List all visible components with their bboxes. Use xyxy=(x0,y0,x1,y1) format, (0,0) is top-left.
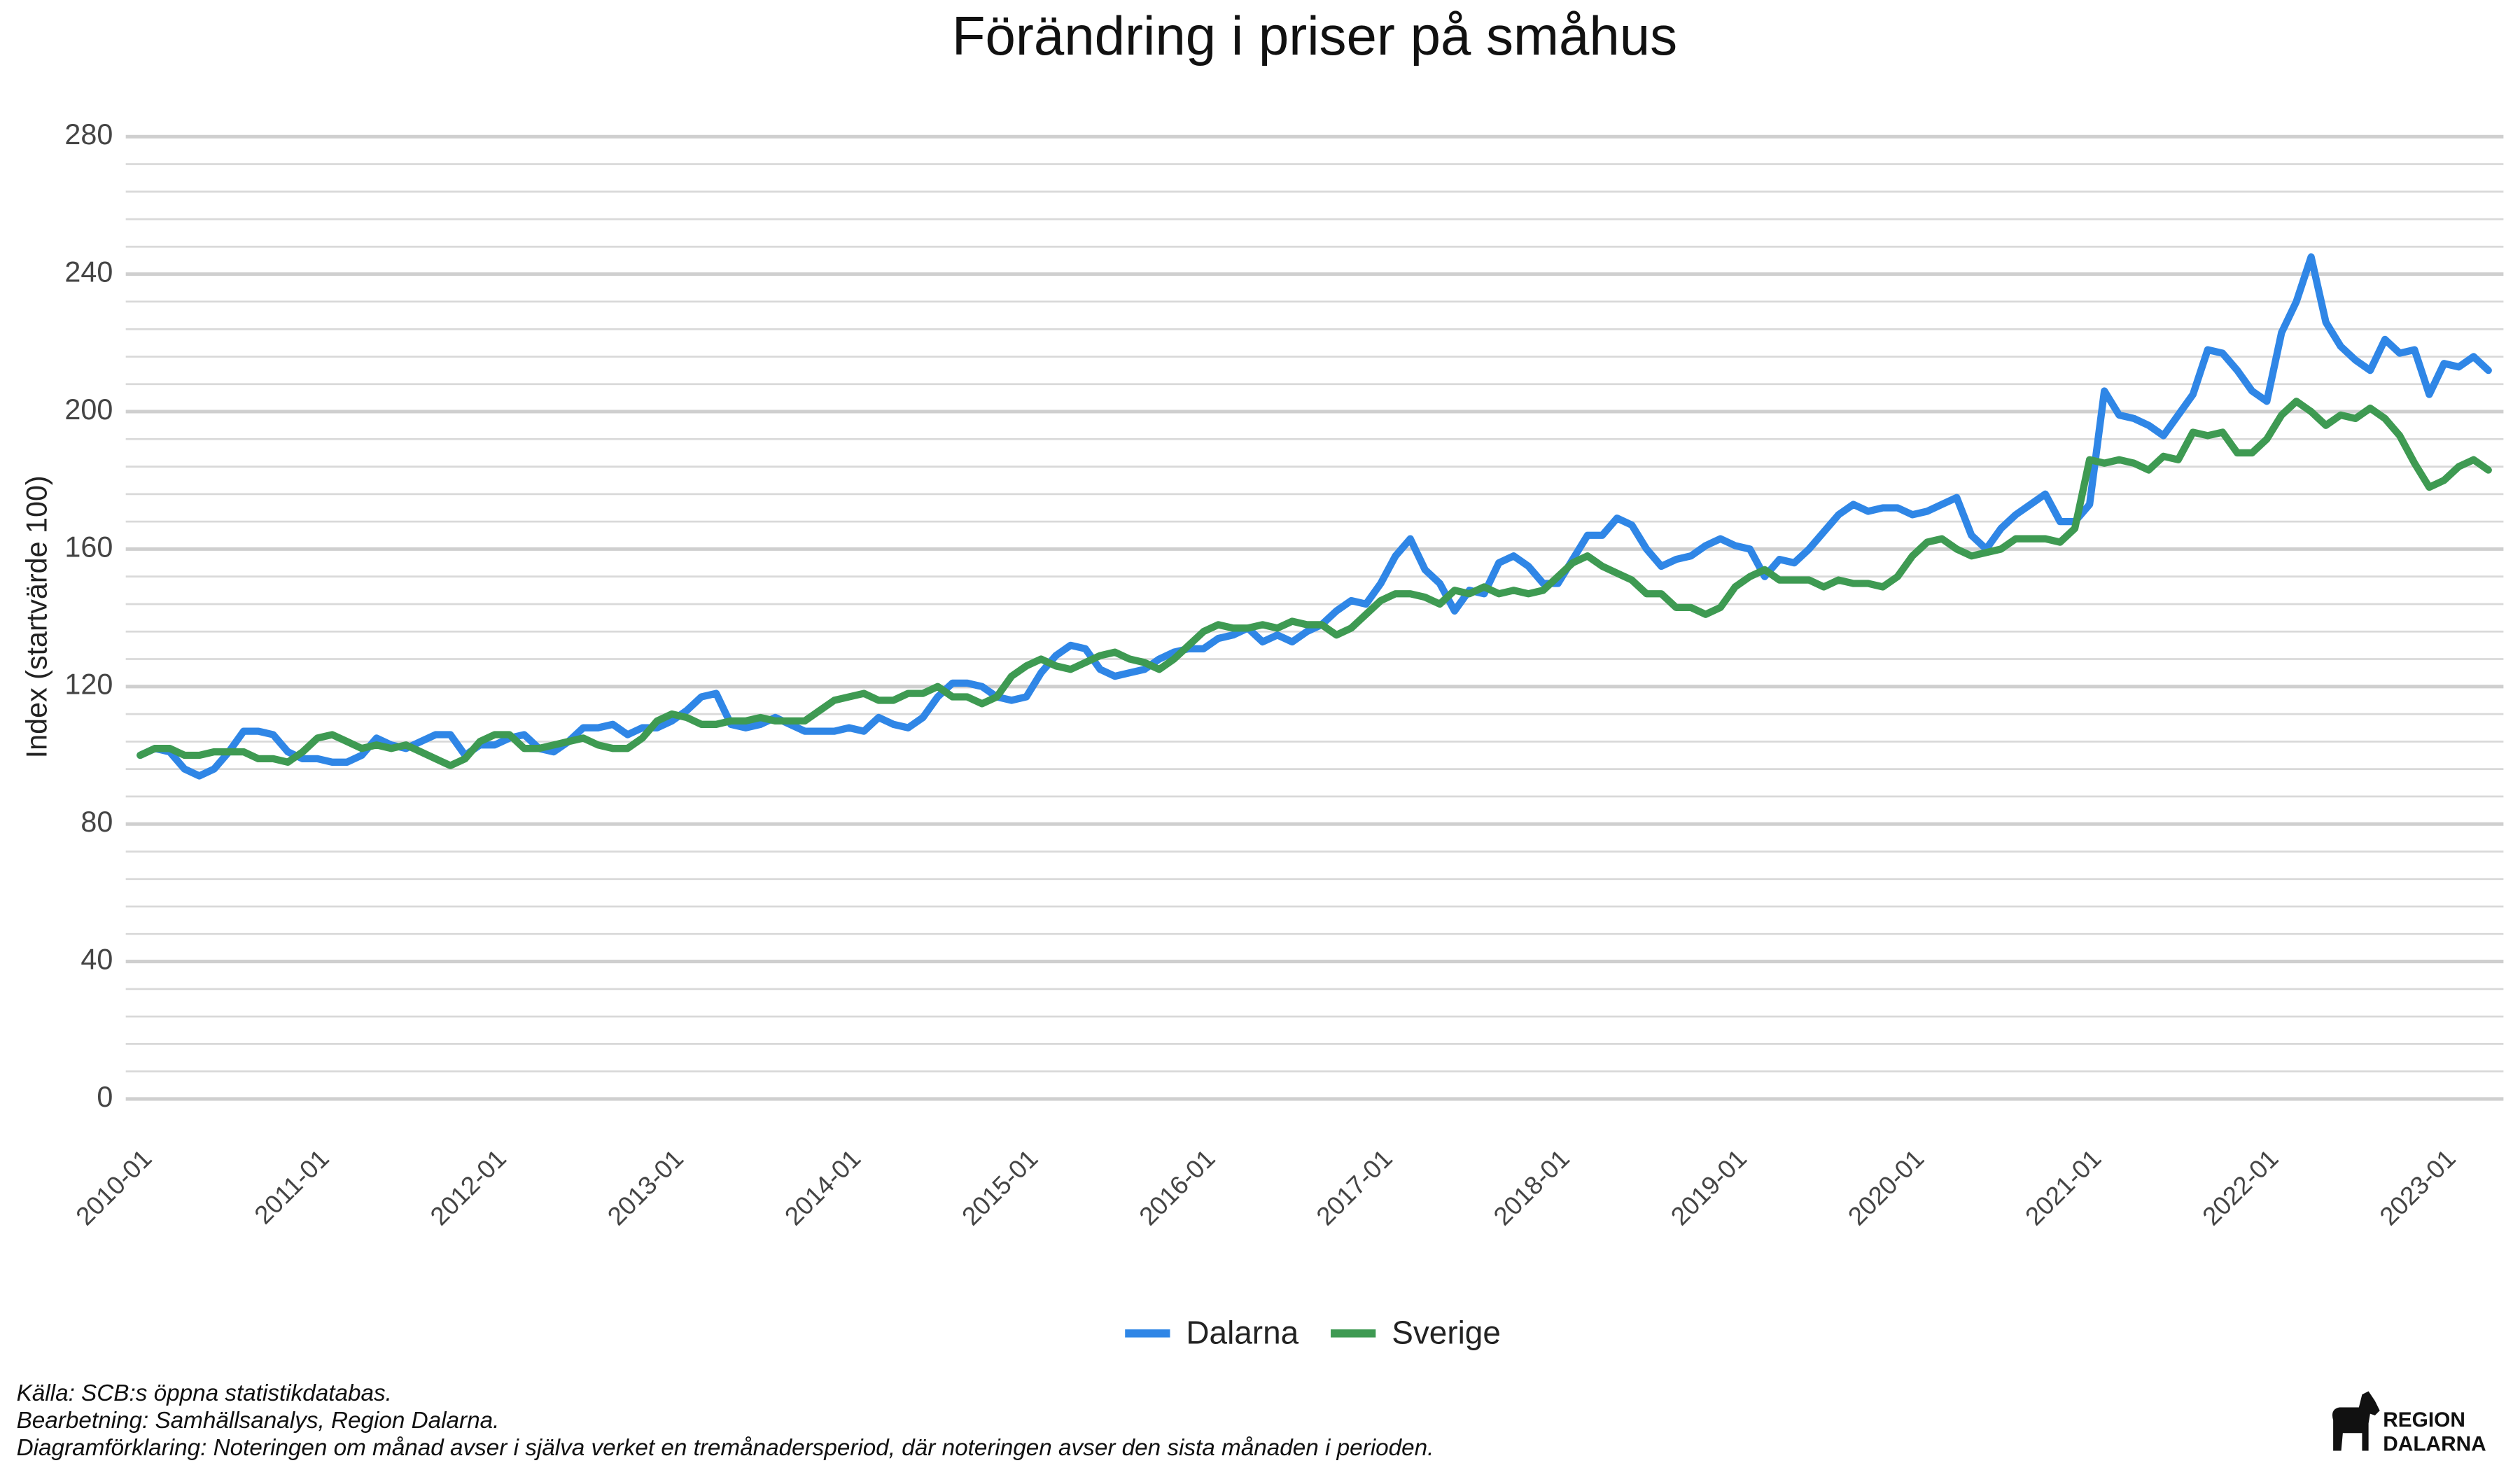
logo-text: DALARNA xyxy=(2383,1432,2486,1455)
y-tick-label: 280 xyxy=(64,118,113,150)
x-tick-label: 2011-01 xyxy=(248,1144,334,1229)
y-tick-label: 80 xyxy=(80,806,113,838)
y-tick-label: 240 xyxy=(64,256,113,288)
x-tick-label: 2018-01 xyxy=(1488,1144,1575,1231)
x-tick-label: 2015-01 xyxy=(956,1144,1043,1231)
y-tick-label: 120 xyxy=(64,668,113,701)
x-tick-label: 2022-01 xyxy=(2197,1144,2283,1231)
y-tick-label: 40 xyxy=(80,943,113,975)
x-tick-label: 2014-01 xyxy=(779,1144,866,1231)
y-axis-label: Index (startvärde 100) xyxy=(21,475,53,758)
legend-label: Sverige xyxy=(1392,1314,1501,1350)
x-tick-label: 2017-01 xyxy=(1311,1144,1398,1231)
source-note: Källa: SCB:s öppna statistikdatabas. xyxy=(17,1380,392,1406)
x-tick-label: 2020-01 xyxy=(1842,1144,1929,1231)
x-tick-label: 2016-01 xyxy=(1133,1144,1220,1231)
logo-horse xyxy=(2332,1391,2380,1451)
x-tick-label: 2021-01 xyxy=(2019,1144,2106,1231)
series-line xyxy=(136,253,2492,780)
y-tick-label: 200 xyxy=(64,393,113,426)
x-tick-label: 2023-01 xyxy=(2374,1144,2461,1231)
y-tick-label: 160 xyxy=(64,531,113,563)
source-note: Bearbetning: Samhällsanalys, Region Dala… xyxy=(17,1408,500,1434)
x-tick-label: 2019-01 xyxy=(1665,1144,1752,1231)
x-tick-label: 2010-01 xyxy=(70,1144,157,1231)
x-tick-label: 2012-01 xyxy=(425,1144,512,1231)
series-line xyxy=(136,398,2492,769)
logo: REGION DALARNA xyxy=(2332,1391,2486,1455)
legend: Dalarna Sverige xyxy=(1125,1314,1501,1350)
chart-title: Förändring i priser på småhus xyxy=(952,5,1677,66)
x-tick-label: 2013-01 xyxy=(602,1144,689,1231)
legend-label: Dalarna xyxy=(1186,1314,1298,1350)
logo-text: REGION xyxy=(2383,1408,2465,1432)
y-tick-label: 0 xyxy=(97,1081,113,1113)
source-note: Diagramförklaring: Noteringen om månad a… xyxy=(17,1435,1434,1461)
